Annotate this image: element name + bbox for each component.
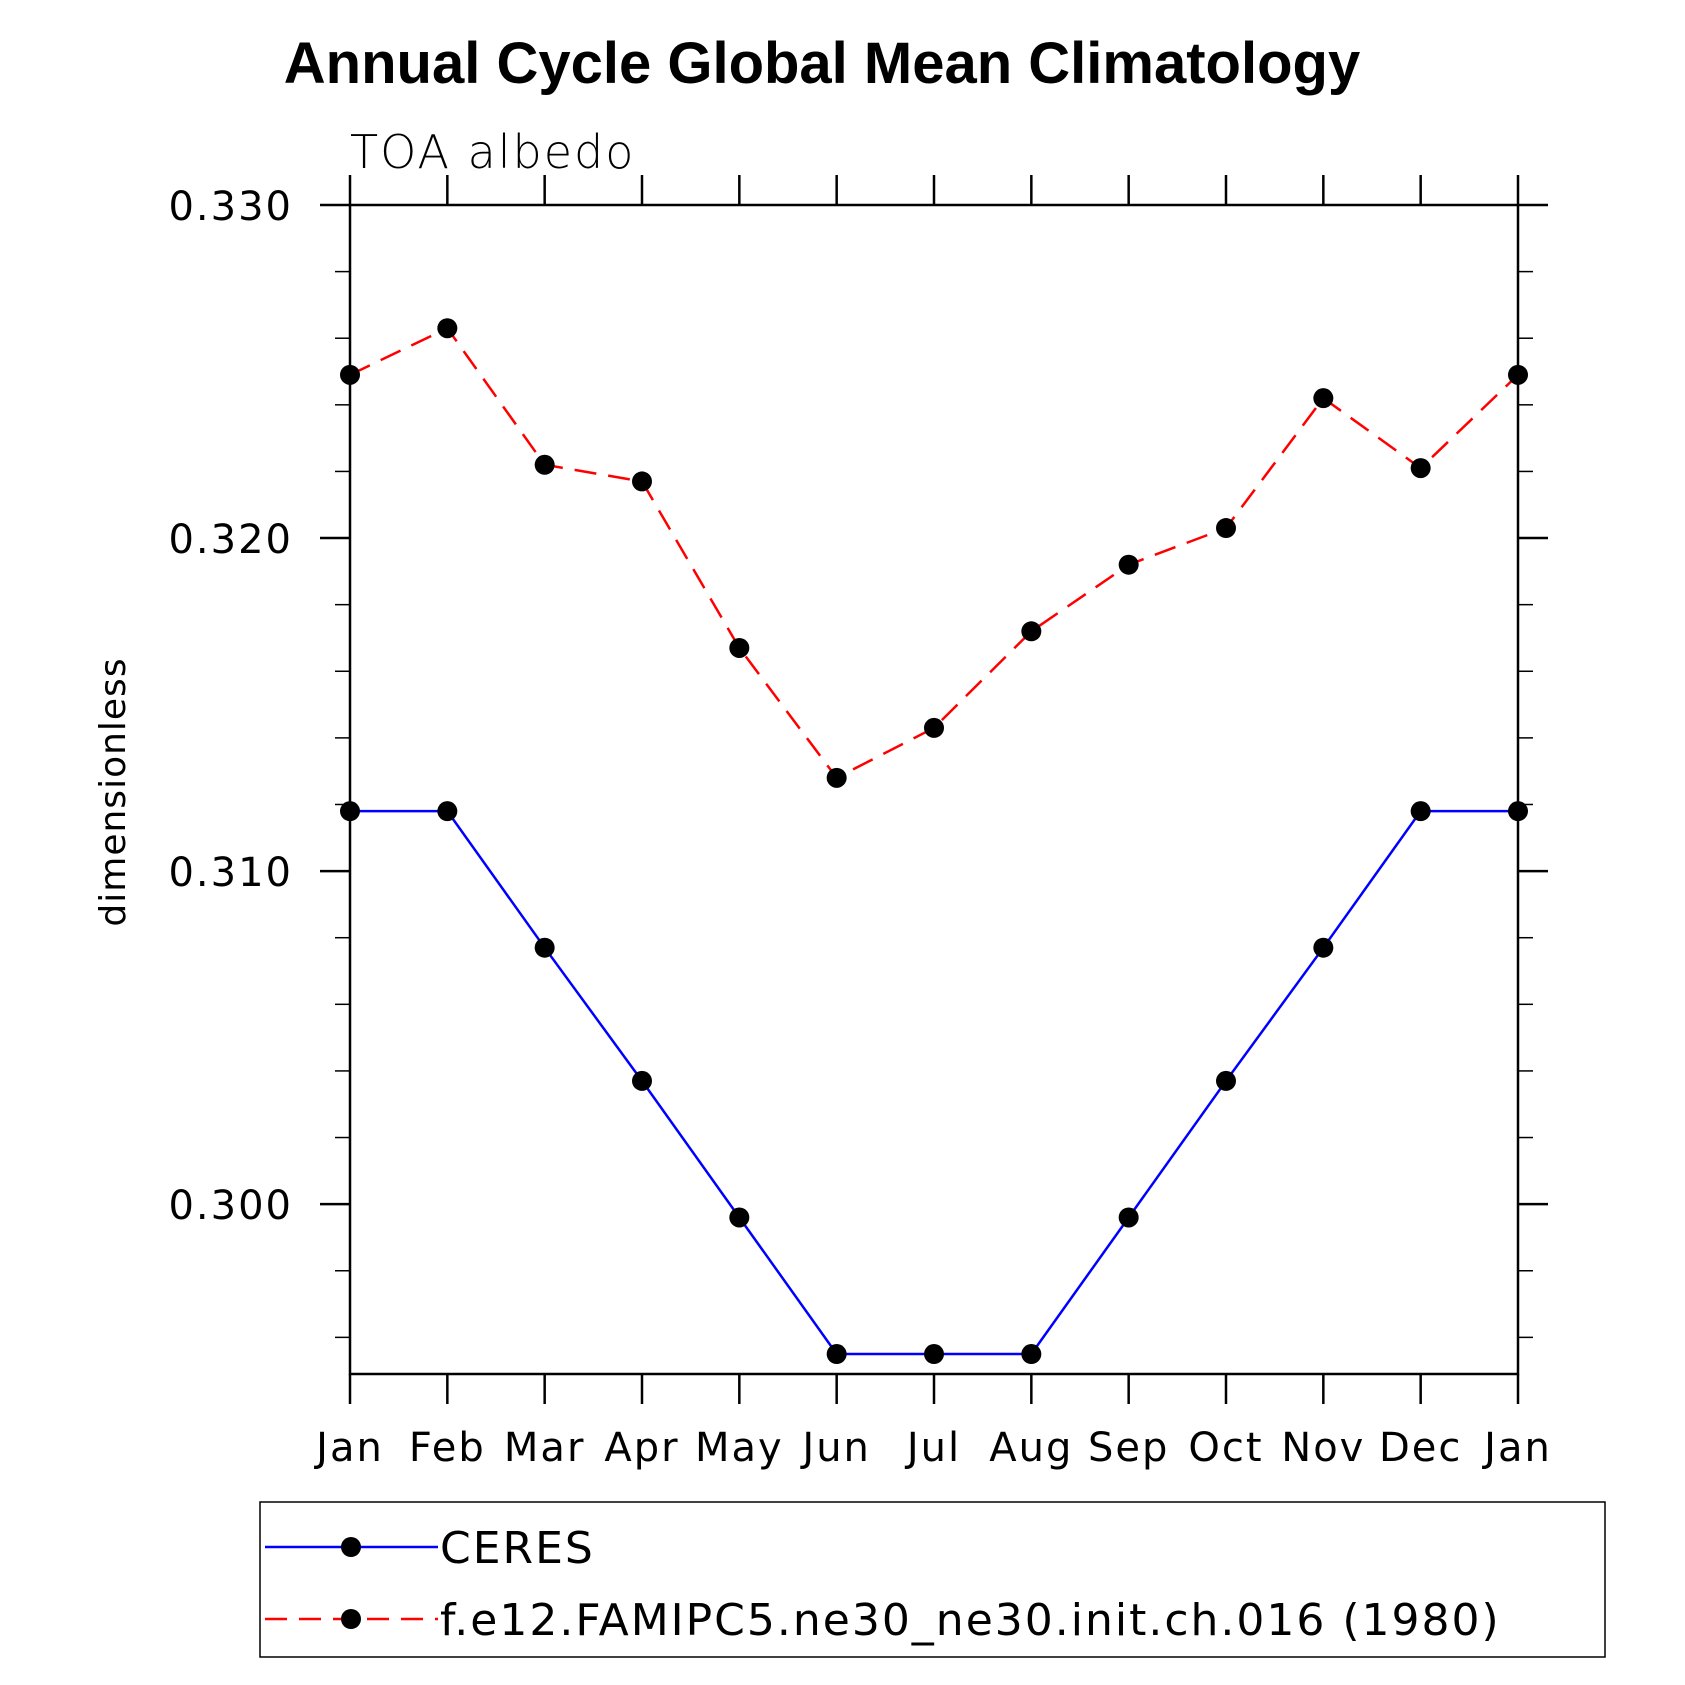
data-point	[1313, 388, 1334, 409]
data-point	[1508, 801, 1528, 822]
data-point	[437, 318, 458, 339]
series-line-1	[349, 326, 1519, 780]
data-point	[1313, 937, 1334, 958]
data-point	[1118, 554, 1139, 575]
data-point	[1021, 1344, 1042, 1365]
data-point	[534, 454, 555, 475]
data-point	[1410, 801, 1431, 822]
data-point	[437, 801, 458, 822]
data-point	[534, 937, 555, 958]
x-tick-label: Jan	[313, 1425, 384, 1471]
x-tick-label: Sep	[1088, 1425, 1169, 1471]
data-point	[1410, 458, 1431, 479]
plot-frame	[348, 203, 1520, 1376]
data-point	[924, 1344, 944, 1365]
legend-marker	[341, 1609, 361, 1629]
legend: CERES f.e12.FAMIPC5.ne30_ne30.init.ch.016…	[259, 1501, 1606, 1658]
data-point	[826, 767, 847, 788]
data-point	[1216, 1070, 1236, 1091]
x-tick-label: Jul	[904, 1425, 961, 1471]
x-tick-label: Oct	[1188, 1425, 1263, 1471]
x-tick-label: Mar	[504, 1425, 585, 1471]
x-tick-label: Apr	[604, 1425, 679, 1471]
x-tick-label: Jun	[799, 1425, 871, 1471]
y-tick-label: 0.300	[168, 1183, 293, 1229]
y-tick-label: 0.310	[168, 850, 293, 896]
series-line-0	[350, 809, 1518, 1356]
data-point	[1021, 621, 1042, 642]
x-tick-label: Dec	[1379, 1425, 1462, 1471]
tick-labels: Jan Feb Mar Apr May Jun Jul Aug Sep Oct Nov Dec Jan 0…	[168, 184, 1552, 1471]
chart-title: Annual Cycle Global Mean Climatology	[284, 31, 1360, 96]
data-point	[1216, 518, 1236, 539]
data-point	[632, 471, 652, 492]
data-point	[729, 637, 750, 658]
y-axis-label: dimensionless	[93, 657, 134, 926]
x-tick-label: Jan	[1481, 1425, 1552, 1471]
chart-subtitle: TOA albedo	[350, 125, 635, 179]
x-tick-label: Aug	[989, 1425, 1073, 1471]
data-point	[924, 717, 944, 738]
x-tick-label: Nov	[1281, 1425, 1365, 1471]
axes-ticks	[320, 175, 1548, 1404]
data-point	[1118, 1207, 1139, 1228]
legend-box	[259, 1501, 1606, 1658]
x-tick-label: May	[695, 1425, 784, 1471]
x-tick-label: Feb	[409, 1425, 486, 1471]
data-point	[729, 1207, 750, 1228]
y-tick-label: 0.330	[168, 184, 293, 230]
data-point	[340, 801, 360, 822]
data-point	[632, 1070, 652, 1091]
data-point	[1508, 364, 1528, 385]
legend-label: f.e12.FAMIPC5.ne30_ne30.init.ch.016 (198…	[440, 1595, 1501, 1646]
legend-marker	[341, 1537, 361, 1557]
y-tick-label: 0.320	[168, 517, 293, 563]
legend-label: CERES	[440, 1523, 595, 1574]
data-point	[340, 364, 360, 385]
data-point	[826, 1344, 847, 1365]
series-layer	[340, 318, 1528, 1365]
